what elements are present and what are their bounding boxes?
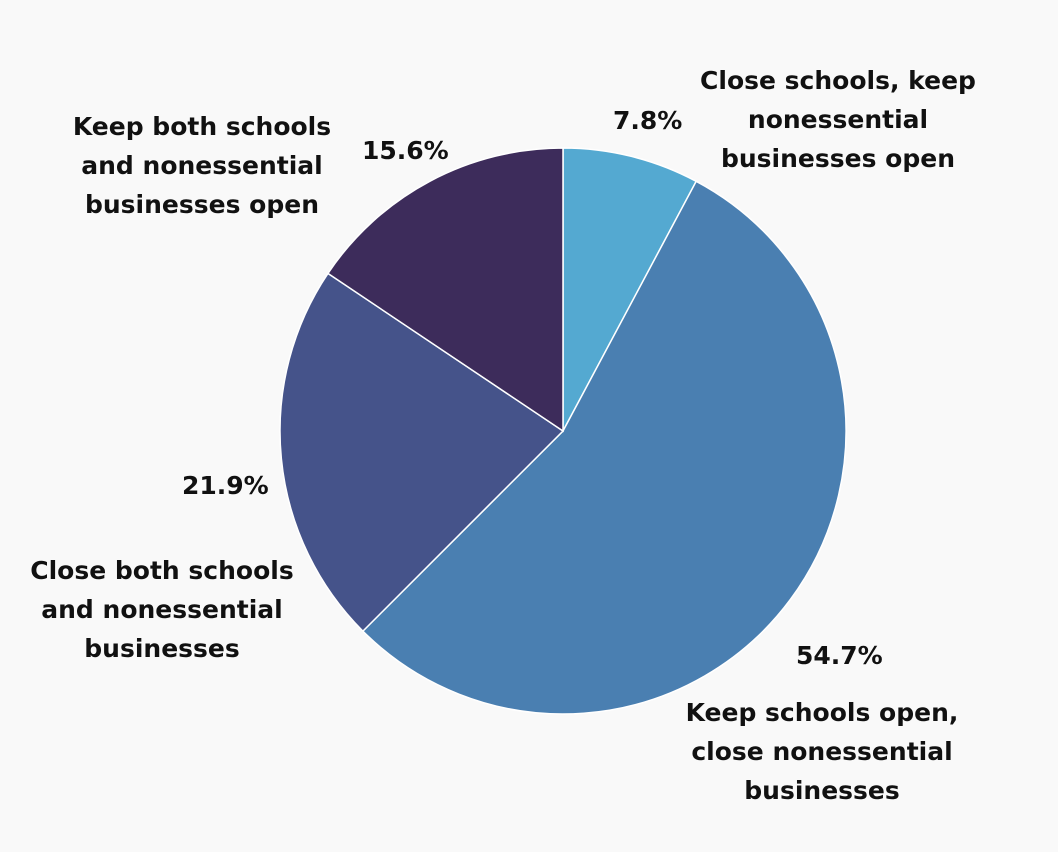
slice-value-keep-schools-close-businesses: 54.7% bbox=[796, 641, 883, 670]
slice-close-both bbox=[279, 272, 565, 633]
slice-label-keep-schools-close-businesses: Keep schools open, close nonessential bu… bbox=[685, 698, 959, 805]
slice-label-keep-both: Keep both schools and nonessential busin… bbox=[72, 112, 332, 219]
slice-value-close-schools-keep-businesses: 7.8% bbox=[613, 106, 683, 135]
slice-value-keep-both: 15.6% bbox=[362, 136, 449, 165]
slice-label-close-both: Close both schools and nonessential busi… bbox=[30, 556, 294, 663]
slice-label-close-schools-keep-businesses: Close schools, keep nonessential busines… bbox=[700, 66, 976, 173]
slice-keep-both bbox=[326, 147, 564, 433]
slice-keep-schools-close-businesses bbox=[361, 180, 847, 715]
slice-close-schools-keep-businesses bbox=[562, 147, 698, 432]
slice-value-close-both: 21.9% bbox=[182, 471, 269, 500]
